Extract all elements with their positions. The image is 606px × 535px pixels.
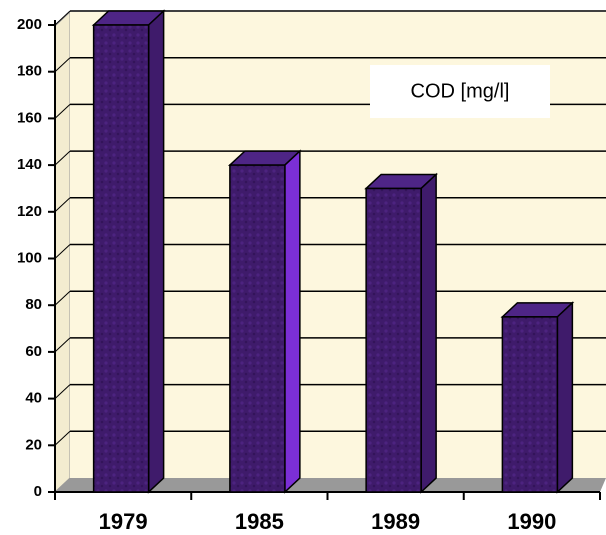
y-tick-label: 0 — [34, 483, 42, 500]
grid-line — [54, 150, 71, 166]
bar-side — [420, 172, 437, 494]
y-tick-label: 20 — [25, 436, 42, 453]
x-tick-label: 1979 — [99, 509, 148, 534]
bar — [501, 316, 559, 493]
grid-line — [54, 104, 71, 119]
y-tick-label: 140 — [17, 156, 42, 173]
bar — [365, 187, 422, 493]
legend-label: COD [mg/l] — [411, 80, 510, 102]
y-tick-label: 40 — [25, 390, 42, 407]
y-tick-label: 60 — [25, 343, 42, 360]
y-tick-label: 160 — [17, 109, 42, 126]
legend — [370, 65, 550, 118]
y-tick-label: 180 — [17, 63, 42, 80]
grid-line — [54, 57, 71, 73]
grid-line — [54, 337, 71, 353]
x-tick-label: 1990 — [507, 509, 556, 534]
grid-line — [54, 197, 71, 213]
y-tick-label: 120 — [17, 203, 42, 220]
grid-line — [54, 244, 71, 259]
floor — [55, 478, 606, 492]
bar-side — [147, 9, 165, 494]
x-tick-label: 1985 — [235, 509, 284, 534]
bar — [92, 24, 150, 493]
grid-line — [54, 430, 71, 446]
x-tick-label: 1989 — [371, 509, 420, 534]
bar-side — [284, 149, 301, 494]
grid-line — [54, 290, 71, 306]
y-tick-label: 80 — [25, 296, 42, 313]
grid-line — [54, 384, 71, 399]
bar — [229, 164, 286, 493]
y-tick-label: 100 — [17, 249, 42, 266]
bar-side — [556, 301, 574, 494]
grid-line — [54, 10, 71, 26]
y-tick-label: 200 — [17, 16, 42, 33]
